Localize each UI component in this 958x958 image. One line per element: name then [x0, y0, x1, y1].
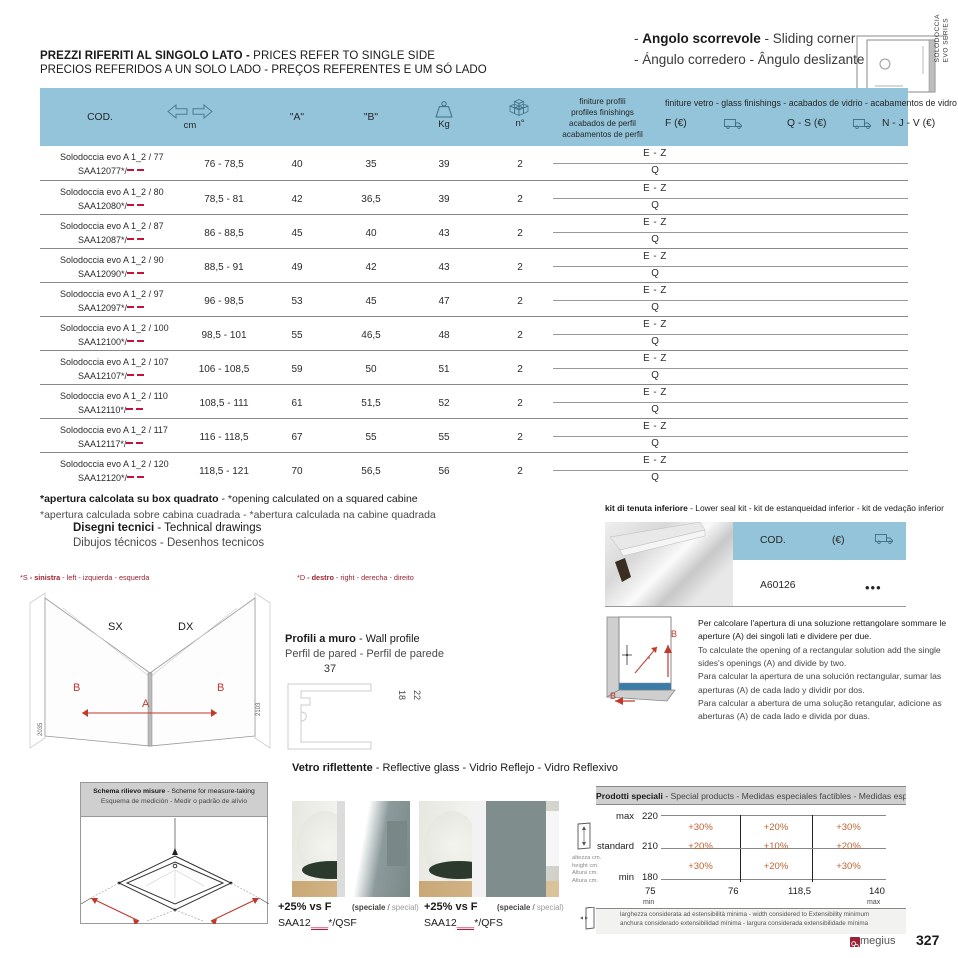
svg-text:A: A — [142, 698, 150, 710]
svg-text:B: B — [73, 682, 80, 694]
svg-text:B: B — [610, 691, 616, 701]
svg-text:DX: DX — [178, 621, 194, 633]
svg-text:SX: SX — [108, 621, 123, 633]
svg-text:B: B — [671, 629, 677, 639]
svg-text:2035: 2035 — [38, 722, 44, 736]
svg-text:2103: 2103 — [256, 702, 262, 716]
svg-text:°: ° — [647, 655, 651, 665]
svg-text:B: B — [217, 682, 224, 694]
